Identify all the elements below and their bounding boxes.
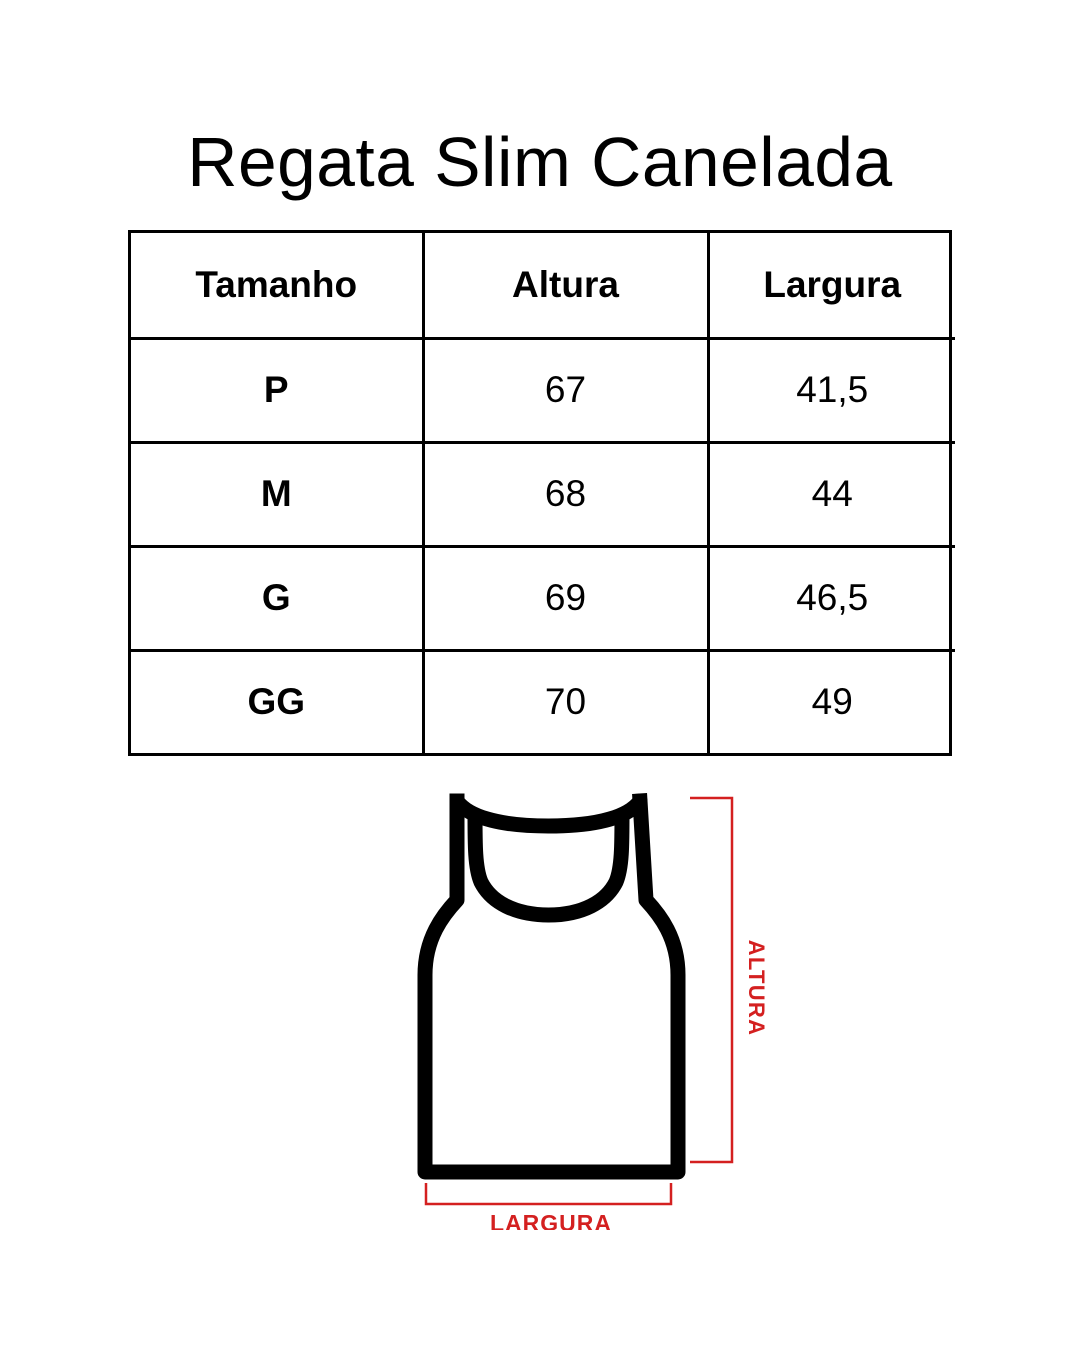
svg-text:LARGURA: LARGURA (490, 1210, 612, 1230)
svg-text:ALTURA: ALTURA (744, 940, 769, 1037)
